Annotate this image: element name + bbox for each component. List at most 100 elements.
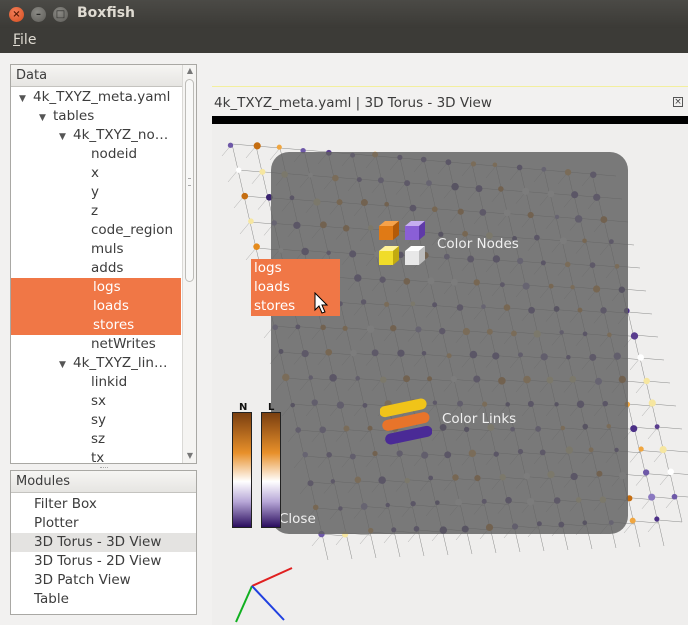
minimize-window-button[interactable]: –	[31, 7, 46, 22]
view-title: 4k_TXYZ_meta.yaml | 3D Torus - 3D View	[214, 95, 492, 111]
color-links-label[interactable]: Color Links	[442, 411, 517, 427]
close-window-button[interactable]: ×	[9, 7, 24, 22]
color-nodes-icon[interactable]	[377, 218, 432, 273]
tree-item[interactable]: sz	[79, 430, 105, 449]
link-line	[635, 473, 647, 486]
node-marker	[241, 192, 249, 200]
module-item[interactable]: 3D Torus - 2D View	[34, 553, 162, 569]
node-marker	[253, 243, 260, 250]
tree-item[interactable]: x	[79, 164, 99, 183]
node-marker	[654, 424, 660, 430]
link-line	[645, 473, 671, 476]
tree-item-label: 4k_TXYZ_no…	[73, 127, 169, 143]
tree-item[interactable]: ▼ 4k_TXYZ_meta.yaml	[19, 88, 170, 107]
tree-item[interactable]: y	[79, 183, 99, 202]
view-toolbar-strip	[212, 116, 688, 124]
expand-triangle-icon[interactable]: ▼	[59, 360, 66, 370]
data-scrollbar[interactable]: ▲ ▼	[182, 65, 196, 463]
tree-item[interactable]: nodeid	[79, 145, 137, 164]
panel-splitter-handle[interactable]	[100, 463, 108, 468]
node-marker	[637, 354, 645, 361]
link-colorbar[interactable]	[261, 412, 281, 528]
tree-item[interactable]: ▼ 4k_TXYZ_no…	[59, 126, 168, 145]
scroll-down-icon[interactable]: ▼	[186, 451, 194, 460]
expand-triangle-icon[interactable]: ▼	[39, 113, 46, 123]
torus-3d-canvas[interactable]: Color Nodes Color Links Close N L	[212, 124, 688, 625]
expand-triangle-icon[interactable]: ▼	[19, 94, 26, 104]
data-tree: ▼ 4k_TXYZ_meta.yaml ▼ tables ▼ 4k_TXYZ_no… nod…	[11, 88, 183, 463]
link-line	[659, 472, 671, 486]
link-line	[647, 426, 659, 440]
tree-item[interactable]: sy	[79, 411, 106, 430]
tree-item[interactable]: netWrites	[79, 335, 156, 354]
link-line	[321, 533, 347, 537]
tree-item-label: logs	[93, 279, 121, 295]
tree-item[interactable]: ▼ 4k_TXYZ_lin…	[59, 354, 167, 373]
window-title: Boxfish	[77, 5, 135, 21]
modules-panel-header: Modules	[11, 471, 196, 493]
expand-triangle-icon[interactable]: ▼	[59, 132, 66, 142]
link-line	[675, 495, 688, 498]
module-item[interactable]: 3D Patch View	[34, 572, 131, 588]
module-item[interactable]: 3D Torus - 3D View	[11, 533, 196, 552]
maximize-window-button[interactable]: □	[53, 7, 68, 22]
link-line	[657, 426, 683, 430]
tree-item[interactable]: tx	[79, 449, 104, 463]
link-line	[231, 143, 257, 147]
tree-item-label: x	[91, 165, 99, 181]
popup-item-stores: stores	[254, 298, 296, 314]
tree-item[interactable]: loads	[11, 297, 181, 316]
node-marker	[671, 493, 678, 500]
data-panel-header: Data	[11, 65, 196, 87]
menu-file[interactable]: File	[13, 32, 37, 48]
scroll-up-icon[interactable]: ▲	[186, 66, 194, 75]
control-overlay	[271, 152, 628, 534]
node-colorbar-label: N	[239, 402, 248, 413]
node-marker	[227, 142, 234, 148]
module-item[interactable]: Table	[34, 591, 69, 607]
link-colorbar-label: L	[268, 402, 275, 413]
tree-item-label: sx	[91, 393, 107, 409]
link-line	[237, 169, 263, 173]
link-line	[633, 520, 659, 524]
link-line	[629, 450, 641, 463]
color-links-icon[interactable]	[380, 396, 432, 448]
node-marker	[642, 469, 650, 476]
link-line	[417, 529, 425, 557]
module-item[interactable]: Plotter	[34, 515, 79, 531]
tree-item[interactable]: code_region	[79, 221, 173, 240]
link-line	[627, 311, 653, 315]
node-marker	[265, 193, 273, 201]
view-close-icon[interactable]: ×	[673, 97, 683, 107]
link-line	[261, 171, 269, 198]
tree-item-label: netWrites	[91, 336, 156, 352]
tree-item[interactable]: adds	[79, 259, 123, 278]
modules-panel: Modules Filter Box Plotter 3D Torus - 3D V…	[10, 470, 197, 615]
link-line	[257, 197, 269, 210]
tree-item-label: y	[91, 184, 99, 200]
node-colorbar[interactable]	[232, 412, 252, 528]
color-nodes-label[interactable]: Color Nodes	[437, 236, 519, 252]
link-line	[237, 169, 245, 197]
link-line	[249, 221, 257, 249]
tree-item[interactable]: logs	[11, 278, 181, 297]
node-marker	[659, 445, 667, 454]
tree-item[interactable]: ▼ tables	[39, 107, 94, 126]
tree-item[interactable]: sx	[79, 392, 106, 411]
tree-item[interactable]: z	[79, 202, 98, 221]
tree-item-label: 4k_TXYZ_meta.yaml	[33, 89, 171, 105]
tree-item[interactable]: stores	[11, 316, 181, 335]
tree-item-label: code_region	[91, 222, 174, 238]
tree-item[interactable]: linkid	[79, 373, 127, 392]
node-marker	[276, 144, 282, 150]
link-line	[227, 169, 239, 183]
tree-item[interactable]: muls	[79, 240, 124, 259]
popup-item-loads: loads	[254, 279, 290, 295]
link-line	[663, 449, 688, 453]
link-line	[639, 450, 665, 453]
close-overlay-button[interactable]: Close	[279, 511, 316, 527]
tree-item-label: nodeid	[91, 146, 138, 162]
node-marker	[643, 377, 650, 385]
scroll-thumb[interactable]	[185, 79, 194, 282]
module-item[interactable]: Filter Box	[34, 496, 97, 512]
